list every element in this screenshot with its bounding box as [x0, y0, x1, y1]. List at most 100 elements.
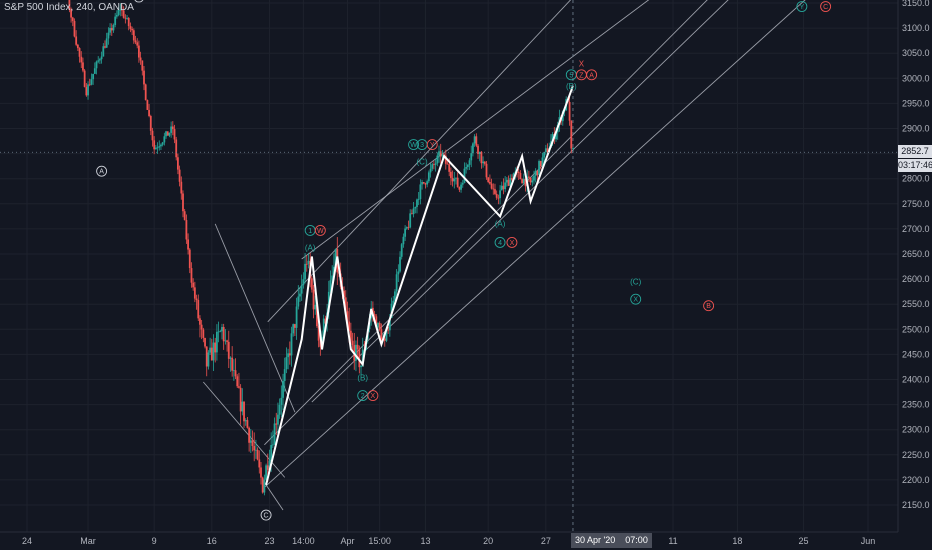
candle-body: [226, 340, 228, 342]
candle-body: [495, 193, 498, 198]
wave-label-text: B: [137, 0, 142, 1]
price-tick-label: 2550.0: [902, 299, 930, 309]
wave-label-circle: [134, 0, 144, 3]
candle-body: [231, 357, 234, 371]
candle-body: [422, 182, 425, 184]
candle-body: [441, 154, 444, 157]
wave-label-circle: [426, 139, 438, 151]
candle-body: [261, 477, 264, 493]
candle-body: [356, 344, 359, 349]
candle-body: [138, 45, 140, 58]
wave-label-text: Y: [430, 142, 435, 149]
time-tick-label: 23: [264, 536, 274, 546]
candle-body: [76, 44, 79, 49]
candle-body: [205, 346, 208, 367]
candle-body: [246, 420, 249, 428]
candle-body: [405, 227, 408, 229]
candle-body: [355, 344, 357, 361]
candle-body: [168, 132, 171, 136]
candle-body: [193, 287, 196, 299]
candle-body: [419, 184, 422, 200]
candle-body: [297, 296, 300, 307]
channel-line: [267, 0, 572, 323]
candle-body: [539, 161, 542, 167]
channel-line: [264, 482, 284, 511]
channel-line: [264, 0, 708, 446]
candle-body: [304, 263, 306, 280]
candle-body: [505, 179, 508, 183]
wave-label: (A): [495, 219, 506, 228]
candle-body: [524, 178, 527, 187]
candle-body: [275, 423, 278, 425]
candle-body: [177, 157, 179, 170]
candle-body: [105, 38, 108, 48]
wave-label-circle: [703, 300, 715, 312]
price-tick-label: 3100.0: [902, 23, 930, 33]
candle-body: [343, 290, 345, 298]
candle-body: [317, 326, 320, 341]
crosshair-time: 07:00: [625, 535, 648, 545]
candle-body: [388, 318, 391, 331]
candle-body: [88, 84, 91, 86]
time-tick-label: Mar: [80, 536, 96, 546]
wave-label-text: Z: [579, 72, 584, 79]
candle-body: [161, 142, 164, 145]
candle-body: [385, 329, 388, 341]
price-axis[interactable]: 3150.03100.03050.03000.02950.02900.02850…: [897, 0, 930, 532]
candle-body: [221, 327, 223, 332]
wave-label-circle: [796, 1, 808, 12]
candle-body: [182, 193, 184, 212]
candle-body: [449, 171, 452, 178]
wave-label-text: X: [579, 60, 585, 69]
candle-body: [124, 17, 127, 19]
candle-body: [199, 318, 201, 325]
candle-body: [154, 147, 157, 150]
price-tick-label: 2950.0: [902, 98, 930, 108]
candle-body: [494, 189, 496, 194]
candle-body: [568, 102, 571, 121]
candle-body: [266, 465, 269, 470]
candle-body: [570, 120, 573, 149]
candle-body: [414, 206, 417, 209]
candle-body: [417, 199, 420, 200]
candle-body: [433, 164, 435, 166]
candle-body: [455, 177, 457, 179]
candle-body: [115, 14, 118, 17]
wave-label-circle: [820, 1, 832, 12]
wave-label-text: 2: [361, 393, 365, 400]
wave-label: (B): [566, 82, 577, 91]
price-tick-label: 2400.0: [902, 375, 930, 385]
candle-body: [260, 467, 262, 478]
candle-body: [149, 116, 152, 131]
wave-label-text: W: [410, 142, 417, 149]
wave-label-text: 4: [498, 240, 502, 247]
candle-body: [329, 280, 332, 292]
candle-body: [236, 376, 239, 387]
candle-body: [397, 271, 400, 275]
candle-body: [482, 161, 485, 164]
candle-body: [488, 181, 491, 184]
candle-body: [529, 177, 532, 183]
candle-body: [373, 314, 376, 317]
wave-label: W: [314, 224, 326, 236]
candle-body: [136, 42, 139, 46]
candle-body: [253, 445, 256, 451]
candle-body: [424, 183, 427, 185]
candle-body: [171, 126, 174, 130]
candle-body: [278, 404, 281, 415]
symbol-title: S&P 500 Index, 240, OANDA: [4, 2, 134, 13]
candle-body: [256, 449, 259, 460]
wave-label-circle: [586, 69, 598, 81]
candle-body: [209, 347, 212, 353]
wave-label-text: A: [99, 169, 104, 176]
candle-body: [400, 244, 403, 257]
candle-body: [238, 386, 240, 388]
candle-body: [546, 148, 549, 153]
candle-body: [202, 329, 205, 338]
candle-body: [307, 260, 310, 264]
candle-body: [243, 401, 245, 422]
candle-body: [268, 460, 271, 470]
time-axis[interactable]: 24 Mar 9 16 23 14:00 Apr 15:00 13 20 27 11 18 25 Jun: [0, 531, 898, 546]
